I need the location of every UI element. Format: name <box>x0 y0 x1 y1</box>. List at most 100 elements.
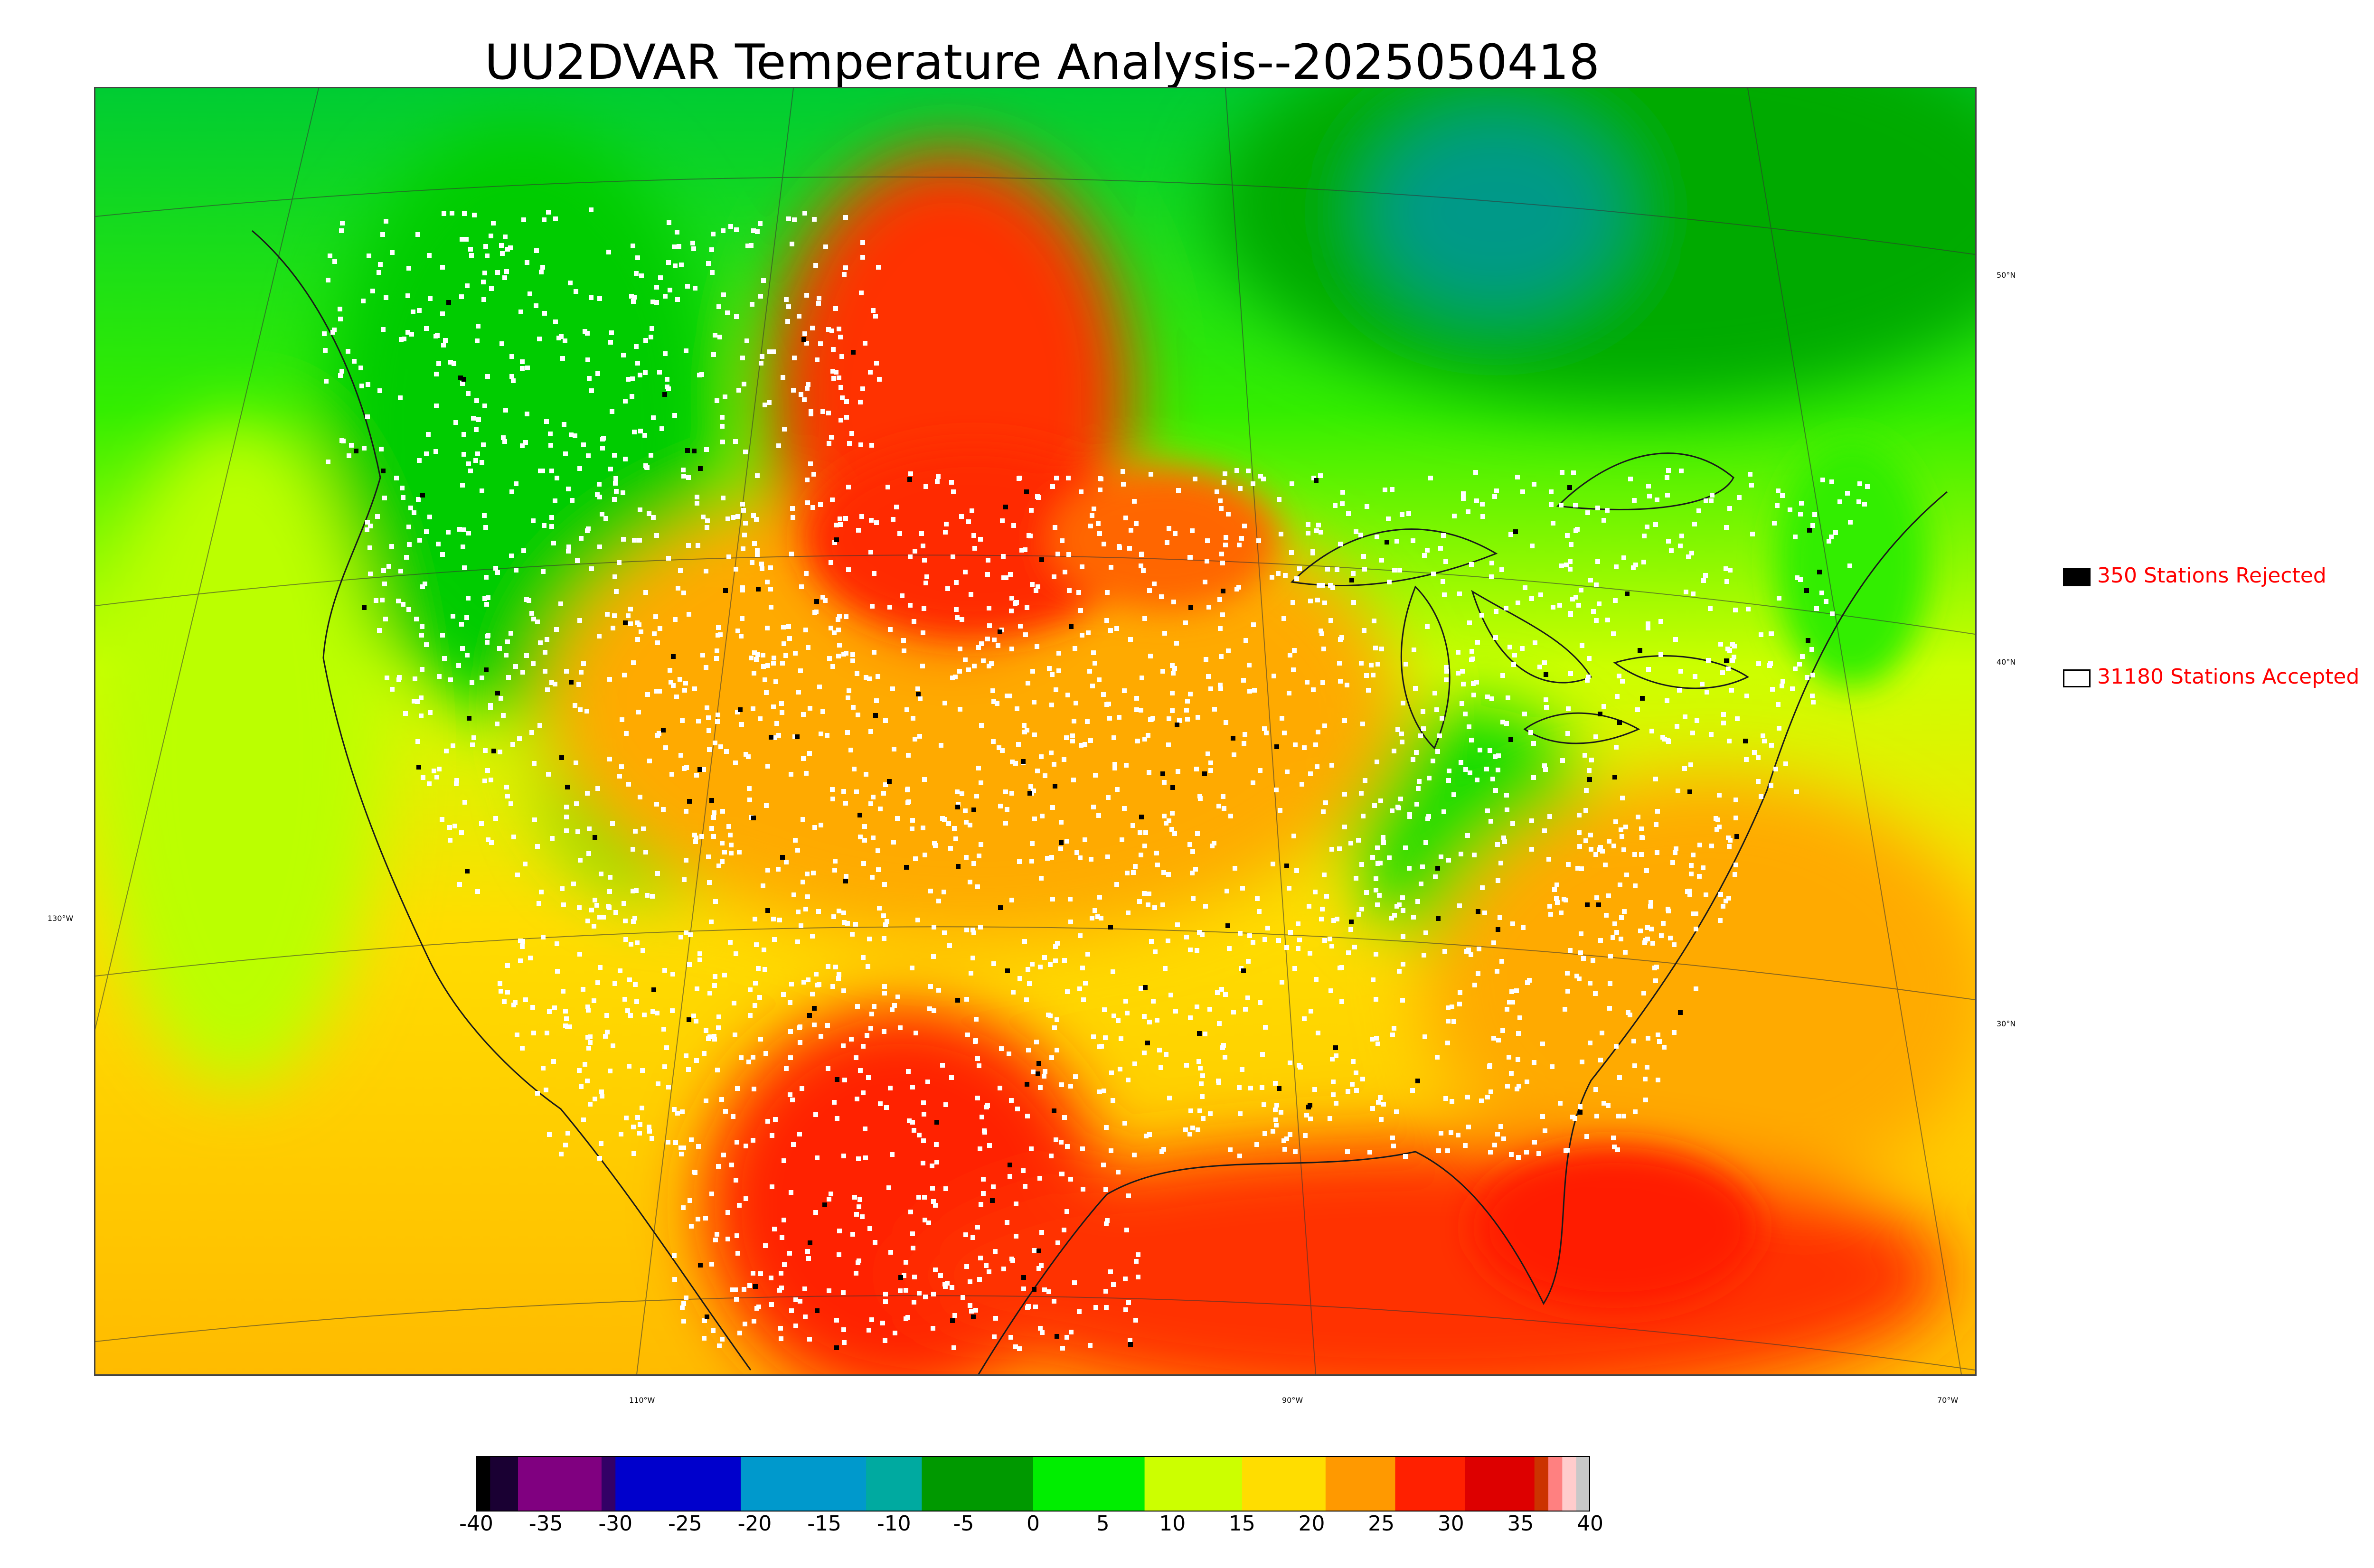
station-accepted-marker <box>913 856 918 861</box>
station-accepted-marker <box>1478 748 1482 752</box>
station-accepted-marker <box>446 530 451 535</box>
station-accepted-marker <box>1662 1045 1667 1050</box>
station-accepted-marker <box>427 781 432 786</box>
station-accepted-marker <box>1810 523 1815 528</box>
station-accepted-marker <box>1161 870 1166 875</box>
station-accepted-marker <box>547 1132 552 1137</box>
station-accepted-marker <box>1193 477 1197 481</box>
station-rejected-marker <box>956 864 961 869</box>
station-accepted-marker <box>718 744 723 749</box>
station-accepted-marker <box>791 515 795 520</box>
station-accepted-marker <box>904 1288 908 1293</box>
station-accepted-marker <box>1655 498 1659 502</box>
station-accepted-marker <box>1242 741 1246 746</box>
station-accepted-marker <box>1134 521 1139 526</box>
station-accepted-marker <box>1639 852 1644 857</box>
station-accepted-marker <box>550 836 555 841</box>
station-accepted-marker <box>1399 732 1404 736</box>
station-accepted-marker <box>1730 658 1735 663</box>
station-accepted-marker <box>1603 863 1608 867</box>
station-accepted-marker <box>1260 1052 1265 1057</box>
station-accepted-marker <box>1565 989 1570 994</box>
station-accepted-marker <box>1102 1089 1106 1093</box>
station-accepted-marker <box>1029 1146 1034 1151</box>
station-accepted-marker <box>1641 991 1646 995</box>
station-accepted-marker <box>503 408 508 413</box>
station-accepted-marker <box>1032 700 1036 704</box>
station-accepted-marker <box>1485 1095 1490 1099</box>
station-accepted-marker <box>919 531 924 536</box>
station-accepted-marker <box>1055 552 1060 556</box>
station-accepted-marker <box>437 767 442 771</box>
station-accepted-marker <box>793 838 798 843</box>
station-accepted-marker <box>1510 1000 1515 1005</box>
station-accepted-marker <box>1452 514 1457 518</box>
station-accepted-marker <box>1615 1147 1620 1152</box>
station-accepted-marker <box>466 461 471 466</box>
station-accepted-marker <box>390 250 395 255</box>
station-accepted-marker <box>1607 1006 1612 1011</box>
station-accepted-marker <box>784 1066 789 1071</box>
station-accepted-marker <box>724 749 729 754</box>
station-accepted-marker <box>1718 918 1723 923</box>
station-accepted-marker <box>1296 946 1300 951</box>
station-accepted-marker <box>870 604 875 609</box>
station-accepted-marker <box>1544 705 1549 710</box>
station-accepted-marker <box>1194 767 1199 771</box>
station-accepted-marker <box>503 235 508 239</box>
station-accepted-marker <box>1401 962 1405 967</box>
station-accepted-marker <box>970 508 974 513</box>
station-accepted-marker <box>381 568 386 573</box>
station-accepted-marker <box>1746 607 1751 611</box>
station-accepted-marker <box>1038 965 1043 969</box>
station-accepted-marker <box>654 689 659 694</box>
station-accepted-marker <box>1035 494 1040 499</box>
station-accepted-marker <box>585 919 590 923</box>
station-accepted-marker <box>797 314 801 319</box>
station-accepted-marker <box>1440 716 1444 721</box>
station-accepted-marker <box>978 537 983 542</box>
station-accepted-marker <box>650 1009 655 1014</box>
station-accepted-marker <box>1588 1041 1592 1045</box>
station-accepted-marker <box>1072 719 1076 723</box>
station-accepted-marker <box>579 670 584 675</box>
station-accepted-marker <box>720 415 725 420</box>
station-accepted-marker <box>1622 909 1627 914</box>
station-accepted-marker <box>545 637 549 642</box>
colorbar-tick-label: 5 <box>1096 1512 1110 1536</box>
station-accepted-marker <box>674 695 679 699</box>
station-accepted-marker <box>1656 1078 1660 1082</box>
station-accepted-marker <box>1466 1125 1471 1129</box>
station-accepted-marker <box>1799 501 1804 506</box>
station-accepted-marker <box>802 211 807 216</box>
station-accepted-marker <box>860 1214 865 1219</box>
station-accepted-marker <box>1614 1044 1619 1049</box>
station-accepted-marker <box>1361 814 1366 818</box>
station-accepted-marker <box>720 1337 725 1342</box>
station-accepted-marker <box>788 1092 792 1097</box>
station-accepted-marker <box>1378 1095 1383 1100</box>
station-accepted-marker <box>1694 986 1698 991</box>
station-accepted-marker <box>1338 542 1343 546</box>
station-accepted-marker <box>1573 528 1578 533</box>
station-accepted-marker <box>1673 637 1678 642</box>
station-accepted-marker <box>520 366 525 371</box>
station-accepted-marker <box>474 398 479 403</box>
station-accepted-marker <box>854 1212 859 1217</box>
station-rejected-marker <box>808 1240 812 1245</box>
station-accepted-marker <box>1491 940 1496 945</box>
station-accepted-marker <box>838 516 842 521</box>
station-accepted-marker <box>871 308 876 313</box>
station-rejected-marker <box>705 1314 709 1319</box>
station-accepted-marker <box>1121 469 1125 474</box>
station-accepted-marker <box>1579 588 1583 592</box>
station-accepted-marker <box>1122 688 1127 693</box>
station-accepted-marker <box>953 836 958 841</box>
station-accepted-marker <box>849 431 854 436</box>
station-accepted-marker <box>684 348 688 353</box>
station-accepted-marker <box>1297 938 1302 942</box>
station-rejected-marker <box>698 1263 703 1268</box>
station-accepted-marker <box>1798 512 1803 516</box>
station-accepted-marker <box>1050 672 1055 677</box>
station-accepted-marker <box>1055 1017 1059 1022</box>
